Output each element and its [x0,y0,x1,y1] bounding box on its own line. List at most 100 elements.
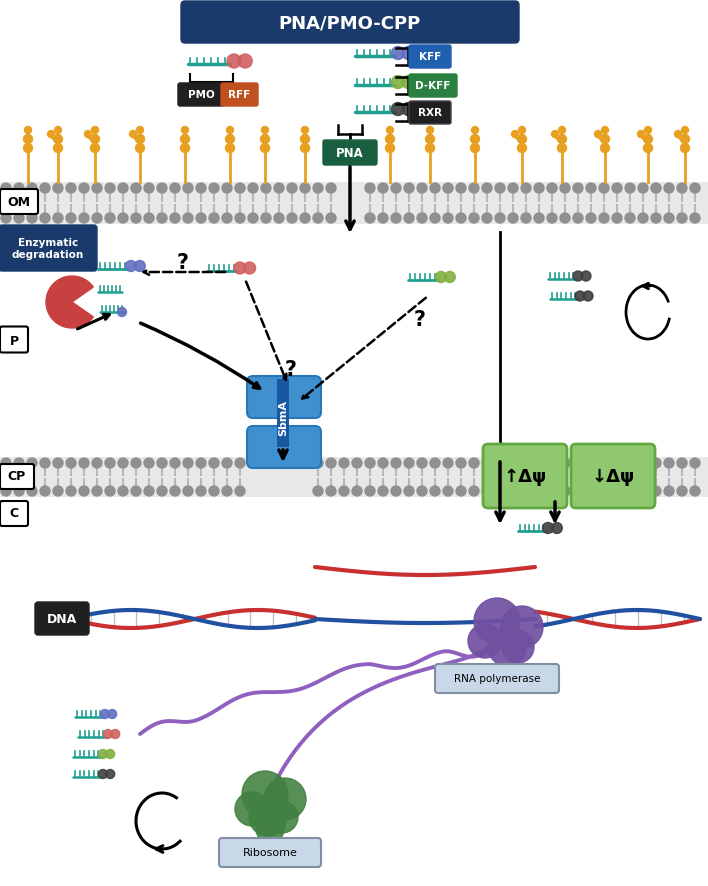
Circle shape [586,458,596,469]
FancyBboxPatch shape [0,464,34,489]
Circle shape [235,183,245,194]
Circle shape [468,625,502,658]
FancyBboxPatch shape [221,84,258,107]
Circle shape [560,458,570,469]
Circle shape [170,486,180,496]
Circle shape [456,183,466,194]
Circle shape [443,486,453,496]
FancyBboxPatch shape [219,838,321,867]
Circle shape [14,458,24,469]
FancyBboxPatch shape [435,664,559,693]
FancyBboxPatch shape [409,46,451,69]
Bar [0,457,708,497]
Circle shape [456,214,466,224]
Circle shape [144,458,154,469]
Circle shape [680,136,690,144]
Circle shape [181,136,190,144]
Circle shape [638,183,648,194]
Circle shape [690,214,700,224]
Circle shape [586,183,596,194]
FancyBboxPatch shape [247,426,321,469]
Circle shape [66,183,76,194]
Circle shape [222,214,232,224]
Circle shape [226,144,234,153]
Circle shape [91,144,100,153]
Circle shape [244,263,256,275]
Circle shape [235,792,269,826]
Text: PNA: PNA [336,146,364,159]
Circle shape [391,214,401,224]
Circle shape [183,214,193,224]
Circle shape [222,183,232,194]
Circle shape [534,458,544,469]
Circle shape [392,76,404,89]
Circle shape [365,458,375,469]
Circle shape [91,128,98,135]
Circle shape [469,486,479,496]
Circle shape [573,458,583,469]
Circle shape [664,458,674,469]
Circle shape [105,750,115,758]
Circle shape [392,104,404,116]
Circle shape [456,486,466,496]
Circle shape [469,458,479,469]
Circle shape [144,486,154,496]
Circle shape [238,55,252,69]
Circle shape [105,458,115,469]
Circle shape [40,486,50,496]
Circle shape [40,458,50,469]
Bar [277,379,289,447]
Circle shape [680,144,690,153]
Circle shape [264,778,306,820]
Text: DNA: DNA [47,613,77,626]
Circle shape [157,458,167,469]
Circle shape [98,750,108,758]
Circle shape [417,486,427,496]
Circle shape [521,486,531,496]
Circle shape [518,128,525,135]
Circle shape [430,486,440,496]
Circle shape [242,771,288,817]
Circle shape [144,214,154,224]
Circle shape [256,815,284,843]
Circle shape [602,128,608,135]
Circle shape [426,136,435,144]
Circle shape [157,486,167,496]
Circle shape [573,486,583,496]
Circle shape [644,144,653,153]
Circle shape [508,214,518,224]
Circle shape [110,730,120,739]
FancyBboxPatch shape [178,84,224,107]
FancyBboxPatch shape [483,445,567,509]
Circle shape [560,183,570,194]
Circle shape [404,486,414,496]
Circle shape [599,214,609,224]
Circle shape [261,214,271,224]
Circle shape [625,183,635,194]
Circle shape [443,214,453,224]
Circle shape [352,458,362,469]
Circle shape [313,458,323,469]
FancyBboxPatch shape [323,141,377,166]
Circle shape [547,183,557,194]
Circle shape [40,183,50,194]
FancyBboxPatch shape [0,327,28,354]
Circle shape [183,183,193,194]
Circle shape [23,136,33,144]
Circle shape [1,486,11,496]
Text: ?: ? [285,360,297,379]
Circle shape [209,458,219,469]
Circle shape [326,214,336,224]
Circle shape [511,131,518,138]
Circle shape [502,632,534,664]
Circle shape [690,183,700,194]
Circle shape [274,214,284,224]
Circle shape [66,458,76,469]
Circle shape [521,214,531,224]
Circle shape [664,214,674,224]
Text: ?: ? [177,253,189,273]
Circle shape [181,128,188,135]
FancyBboxPatch shape [571,445,655,509]
FancyBboxPatch shape [0,226,97,272]
Circle shape [690,486,700,496]
